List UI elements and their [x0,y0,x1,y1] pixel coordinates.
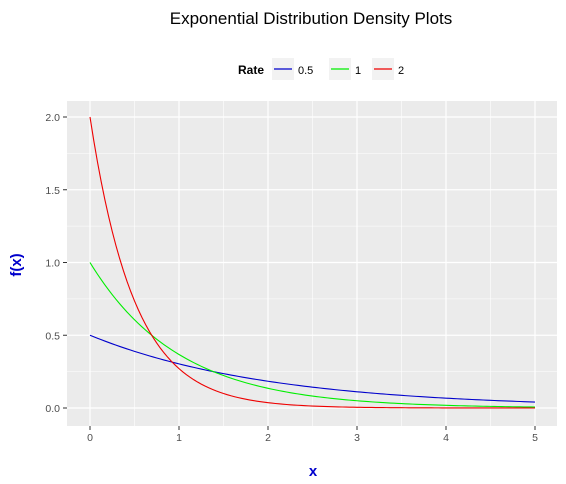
plot-panel [67,101,557,426]
y-tick-label: 1.0 [45,258,60,270]
y-tick-label: 2.0 [45,112,60,124]
legend-title: Rate [238,63,264,77]
series-line-rate-0-5 [89,334,536,403]
series-line-rate-1 [89,262,536,408]
x-axis-title: x [309,463,318,480]
x-tick-label: 3 [354,432,360,444]
legend-label-rate-1: 1 [355,65,361,77]
minor-gridlines [67,101,557,426]
y-tick-label: 1.5 [45,185,60,197]
y-tick-label: 0.5 [45,330,60,342]
x-tick-label: 0 [87,432,93,444]
y-tick-label: 0.0 [45,403,60,415]
x-tick-label: 4 [443,432,449,444]
series-lines [89,116,536,409]
x-tick-label: 5 [532,432,538,444]
y-axis-title: f(x) [8,253,25,276]
axis-ticks [63,116,536,430]
chart-title: Exponential Distribution Density Plots [170,9,453,28]
axis-tick-labels: 0 1 2 3 4 5 0.0 0.5 1.0 1.5 2.0 [45,112,538,444]
legend: Rate 0.5 1 2 [238,58,404,80]
x-tick-label: 1 [176,432,182,444]
x-tick-label: 2 [265,432,271,444]
series-line-rate-2 [89,116,535,409]
legend-label-rate-2: 2 [398,65,404,77]
legend-label-rate-0-5: 0.5 [298,65,313,77]
